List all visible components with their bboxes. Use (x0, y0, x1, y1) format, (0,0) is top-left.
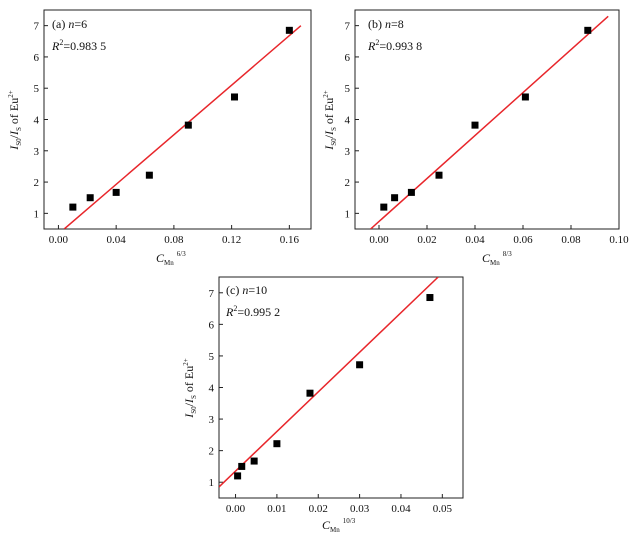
data-point (234, 472, 242, 480)
y-tick-label: 6 (209, 319, 215, 331)
data-point (584, 26, 592, 34)
data-point (112, 188, 120, 196)
data-point (356, 361, 364, 369)
x-tick-label: 0.04 (391, 503, 411, 515)
y-axis-label: IS0/IS of Eu2+ (7, 90, 23, 150)
y-tick-label: 5 (209, 351, 215, 363)
x-tick-label: 0.10 (609, 234, 629, 246)
y-tick-label: 3 (345, 146, 351, 158)
y-tick-label: 4 (34, 115, 40, 127)
x-tick-label: 0.05 (433, 503, 453, 515)
data-point (306, 389, 314, 397)
x-tick-label: 0.04 (465, 234, 485, 246)
x-axis-label: CMn6/3 (156, 250, 186, 267)
data-point (184, 121, 192, 129)
y-tick-label: 2 (345, 177, 351, 189)
x-tick-label: 0.04 (107, 234, 127, 246)
chart-panel-a: 0.00 0.04 0.08 0.12 0.16 1 2 3 4 5 6 7 (a) n=6 R2=0… (7, 9, 312, 267)
r-squared-label: R2=0.983 5 (51, 38, 106, 53)
r-squared-label: R2=0.993 8 (367, 38, 422, 53)
r-squared-label: R2=0.995 2 (225, 304, 280, 319)
data-point (273, 440, 281, 448)
x-axis-label: CMn8/3 (482, 250, 512, 267)
y-tick-label: 7 (345, 21, 351, 33)
y-tick-label: 6 (345, 52, 351, 64)
data-point (407, 188, 415, 196)
data-point (231, 93, 239, 101)
data-point (380, 203, 388, 211)
data-point (238, 462, 246, 470)
data-point (391, 194, 399, 202)
y-tick-label: 2 (34, 177, 40, 189)
y-tick-label: 4 (209, 383, 215, 395)
data-point (435, 171, 443, 179)
x-tick-label: 0.06 (513, 234, 533, 246)
y-tick-label: 5 (345, 83, 351, 95)
x-tick-label: 0.12 (222, 234, 241, 246)
x-axis-label: CMn10/3 (322, 517, 356, 534)
y-tick-label: 1 (345, 208, 351, 220)
x-tick-label: 0.02 (309, 503, 328, 515)
panel-label: (a) n=6 (52, 17, 87, 31)
x-tick-label: 0.01 (267, 503, 286, 515)
x-tick-label: 0.00 (49, 234, 69, 246)
y-tick-label: 5 (34, 83, 40, 95)
x-tick-label: 0.08 (164, 234, 184, 246)
panel-label: (b) n=8 (368, 17, 404, 31)
x-tick-label: 0.03 (350, 503, 370, 515)
panel-label: (c) n=10 (226, 283, 267, 297)
data-point (69, 203, 77, 211)
y-tick-label: 7 (34, 21, 40, 33)
y-tick-label: 1 (34, 208, 40, 220)
fit-line (219, 277, 439, 488)
x-tick-label: 0.02 (417, 234, 436, 246)
data-point (145, 171, 153, 179)
fit-line (63, 25, 302, 229)
y-tick-label: 3 (34, 146, 40, 158)
x-tick-label: 0.00 (369, 234, 389, 246)
chart-panel-c: 0.00 0.01 0.02 0.03 0.04 0.05 1 2 3 4 5 6 7 (c) n=10… (182, 276, 464, 534)
data-point (471, 121, 479, 129)
y-tick-label: 3 (209, 414, 215, 426)
data-point (521, 93, 529, 101)
y-tick-label: 7 (209, 288, 215, 300)
y-tick-label: 2 (209, 446, 215, 458)
y-axis-label: IS0/IS of Eu2+ (322, 90, 338, 150)
y-axis-label: IS0/IS of Eu2+ (182, 358, 198, 418)
data-point (285, 26, 293, 34)
data-point (426, 294, 434, 302)
x-tick-label: 0.08 (561, 234, 581, 246)
data-point (86, 194, 94, 202)
y-tick-label: 4 (345, 115, 351, 127)
x-tick-label: 0.00 (226, 503, 246, 515)
y-tick-label: 1 (209, 477, 215, 489)
data-point (250, 457, 258, 465)
x-tick-label: 0.16 (280, 234, 300, 246)
y-tick-label: 6 (34, 52, 40, 64)
